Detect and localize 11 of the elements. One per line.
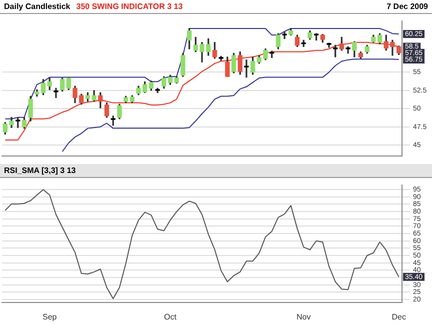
candlestick bbox=[244, 59, 249, 78]
x-tick-label: Dec bbox=[392, 312, 406, 322]
candlestick bbox=[346, 46, 350, 54]
x-tick-label: Oct bbox=[164, 312, 178, 322]
chart-subtitle: 350 SWING INDICATOR 3 13 bbox=[76, 2, 183, 11]
x-tick-label: Nov bbox=[296, 312, 311, 322]
candlestick bbox=[54, 88, 58, 98]
text: 7 Dec 2009 bbox=[386, 2, 428, 11]
chart-title: RSI_SMA [3,3] 3 13 bbox=[4, 166, 76, 175]
chart-title: Daily Candlestick bbox=[4, 2, 70, 11]
x-tick-label: Sep bbox=[42, 312, 58, 322]
